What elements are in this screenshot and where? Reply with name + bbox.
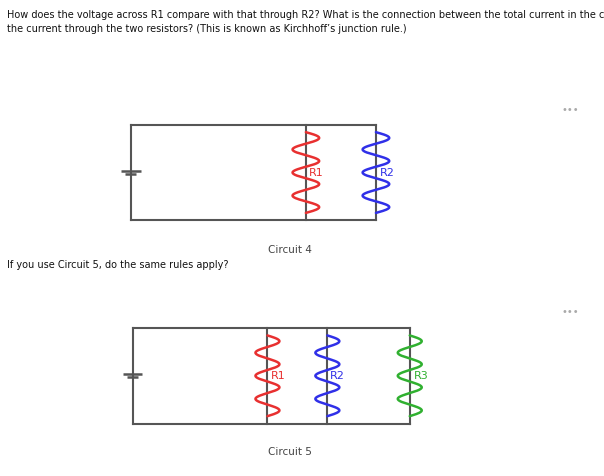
- Text: Circuit 4: Circuit 4: [268, 245, 312, 255]
- Text: R2: R2: [330, 371, 345, 381]
- Text: R1: R1: [271, 371, 285, 381]
- Text: R3: R3: [414, 371, 429, 381]
- Text: •••: •••: [561, 105, 579, 115]
- Text: How does the voltage across R1 compare with that through R2? What is the connect: How does the voltage across R1 compare w…: [7, 10, 604, 34]
- Text: Circuit 5: Circuit 5: [268, 447, 312, 457]
- Text: •••: •••: [561, 307, 579, 317]
- Text: R1: R1: [309, 168, 323, 178]
- Text: R2: R2: [380, 168, 395, 178]
- Text: If you use Circuit 5, do the same rules apply?: If you use Circuit 5, do the same rules …: [7, 260, 229, 270]
